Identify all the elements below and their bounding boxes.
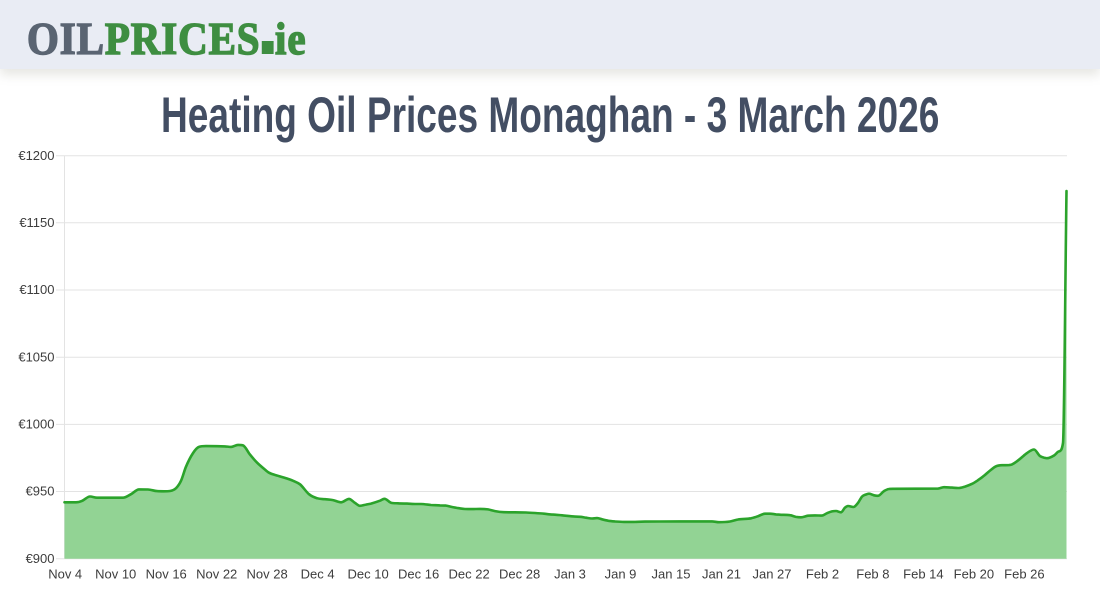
svg-text:€1100: €1100: [19, 282, 54, 297]
svg-text:Jan 9: Jan 9: [605, 567, 637, 582]
svg-text:Jan 3: Jan 3: [554, 567, 586, 582]
svg-text:€950: €950: [26, 484, 55, 499]
svg-text:€1150: €1150: [19, 215, 54, 230]
svg-text:Feb 14: Feb 14: [903, 567, 943, 582]
svg-text:Nov 22: Nov 22: [196, 567, 237, 582]
svg-text:€900: €900: [26, 551, 55, 566]
svg-text:€1050: €1050: [18, 349, 54, 364]
svg-text:Nov 28: Nov 28: [246, 567, 287, 582]
svg-text:Dec 4: Dec 4: [301, 567, 335, 582]
svg-text:Feb 2: Feb 2: [806, 567, 839, 582]
svg-text:Feb 26: Feb 26: [1004, 567, 1044, 582]
svg-text:Jan 27: Jan 27: [752, 567, 791, 582]
svg-text:€1000: €1000: [18, 417, 54, 432]
svg-text:Nov 4: Nov 4: [48, 567, 82, 582]
svg-text:Dec 28: Dec 28: [499, 567, 540, 582]
svg-text:Nov 16: Nov 16: [146, 567, 187, 582]
svg-text:€1200: €1200: [18, 148, 54, 163]
svg-text:Dec 16: Dec 16: [398, 567, 439, 582]
svg-text:Feb 20: Feb 20: [954, 567, 994, 582]
svg-text:Dec 10: Dec 10: [347, 567, 388, 582]
svg-text:Feb 8: Feb 8: [856, 567, 889, 582]
svg-text:Jan 15: Jan 15: [651, 567, 690, 582]
svg-text:Dec 22: Dec 22: [448, 567, 489, 582]
svg-text:Jan 21: Jan 21: [702, 567, 741, 582]
svg-text:Nov 10: Nov 10: [95, 567, 136, 582]
